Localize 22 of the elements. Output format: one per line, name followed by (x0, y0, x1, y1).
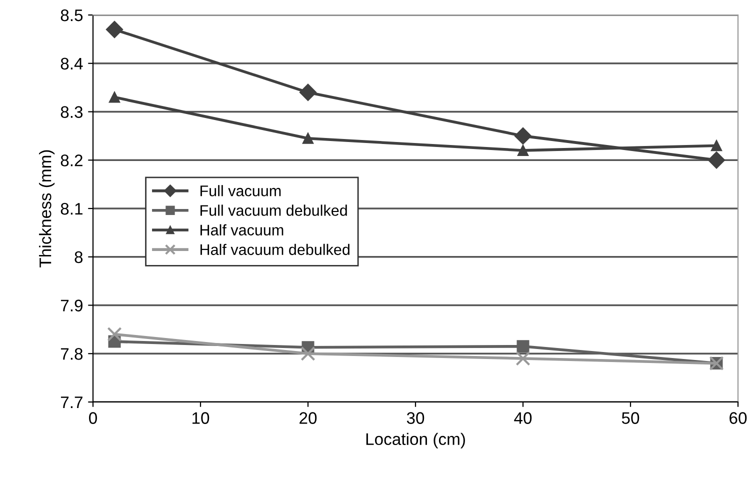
legend-label: Half vacuum (200, 224, 284, 236)
y-tick-label: 8 (74, 251, 83, 264)
x-tick-label: 20 (300, 412, 317, 424)
y-tick-label: 7.8 (60, 348, 83, 360)
legend-label: Half vacuum debulked (200, 244, 350, 256)
legend-label: Full vacuum debulked (200, 204, 347, 216)
x-tick-label: 60 (730, 412, 747, 424)
x-tick-label: 40 (514, 412, 532, 424)
x-tick-label: 50 (622, 412, 640, 424)
y-tick-label: 8.2 (60, 154, 82, 166)
x-axis-title: Location (cm) (366, 432, 465, 448)
y-tick-label: 8.4 (60, 58, 83, 70)
y-tick-label: 8.1 (60, 202, 82, 215)
y-tick-label: 8.3 (60, 106, 83, 118)
y-axis-title: Thickness (mm) (39, 150, 55, 268)
y-tick-label: 7.7 (60, 396, 82, 408)
legend-label: Full vacuum (200, 185, 281, 196)
x-tick-label: 10 (192, 412, 210, 424)
y-tick-label: 7.9 (60, 300, 82, 312)
x-tick-label: 30 (406, 412, 424, 424)
y-tick-label: 8.5 (60, 9, 83, 22)
x-tick-label: 0 (89, 412, 97, 424)
